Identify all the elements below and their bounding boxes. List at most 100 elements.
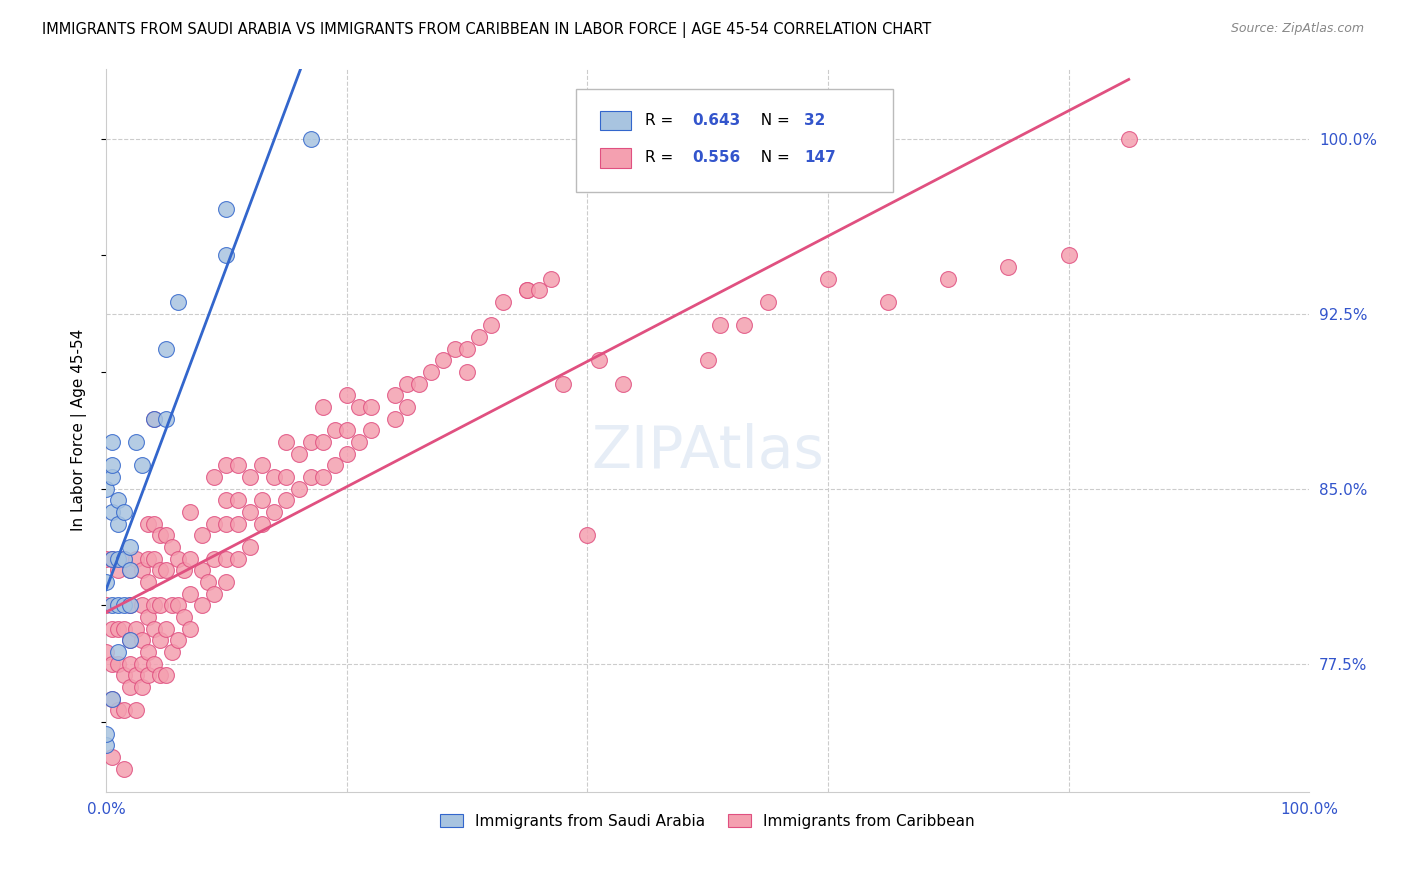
Point: [125, 551, 148, 566]
Point: [167, 551, 190, 566]
Point: [299, 470, 322, 484]
Point: [432, 353, 454, 368]
Point: [395, 376, 418, 391]
Point: [125, 434, 148, 449]
Point: [107, 599, 129, 613]
Point: [419, 365, 441, 379]
Point: [107, 657, 129, 671]
Point: [360, 423, 382, 437]
Point: [456, 365, 478, 379]
Point: [155, 622, 177, 636]
Point: [136, 645, 159, 659]
Point: [112, 762, 135, 776]
Text: 147: 147: [804, 151, 837, 165]
Point: [323, 423, 346, 437]
Point: [107, 551, 129, 566]
Point: [94, 599, 117, 613]
Point: [143, 551, 166, 566]
Point: [263, 505, 285, 519]
Point: [456, 342, 478, 356]
Point: [299, 434, 322, 449]
Text: 32: 32: [804, 113, 825, 128]
Point: [101, 551, 124, 566]
Point: [101, 458, 124, 473]
Point: [94, 482, 117, 496]
Point: [276, 470, 298, 484]
Text: 0.556: 0.556: [692, 151, 740, 165]
Point: [101, 691, 124, 706]
Point: [136, 668, 159, 682]
Point: [1057, 248, 1080, 262]
Point: [516, 283, 538, 297]
Point: [131, 563, 153, 577]
Point: [179, 622, 201, 636]
Point: [360, 400, 382, 414]
Point: [588, 353, 610, 368]
Point: [173, 563, 195, 577]
Point: [101, 505, 124, 519]
Point: [155, 528, 177, 542]
Point: [191, 528, 214, 542]
Point: [215, 574, 238, 589]
Point: [179, 505, 201, 519]
Point: [347, 434, 370, 449]
Y-axis label: In Labor Force | Age 45-54: In Labor Force | Age 45-54: [72, 329, 87, 532]
Point: [160, 540, 183, 554]
Point: [263, 470, 285, 484]
Point: [311, 470, 333, 484]
Point: [395, 400, 418, 414]
Point: [215, 458, 238, 473]
Point: [276, 493, 298, 508]
Point: [179, 586, 201, 600]
Point: [94, 551, 117, 566]
Point: [125, 622, 148, 636]
Point: [136, 610, 159, 624]
Point: [167, 294, 190, 309]
Point: [160, 645, 183, 659]
Point: [173, 610, 195, 624]
Point: [101, 750, 124, 764]
Point: [118, 599, 141, 613]
Point: [94, 574, 117, 589]
Text: R =: R =: [645, 113, 679, 128]
Point: [155, 668, 177, 682]
Point: [101, 622, 124, 636]
Point: [228, 458, 250, 473]
Point: [131, 633, 153, 648]
Point: [131, 657, 153, 671]
Point: [118, 563, 141, 577]
Point: [131, 680, 153, 694]
Text: N =: N =: [751, 113, 794, 128]
Point: [131, 458, 153, 473]
Point: [112, 599, 135, 613]
Point: [118, 563, 141, 577]
Point: [107, 645, 129, 659]
Point: [112, 668, 135, 682]
Point: [112, 703, 135, 717]
Point: [143, 657, 166, 671]
Point: [149, 668, 172, 682]
Point: [149, 633, 172, 648]
Point: [125, 703, 148, 717]
Point: [576, 528, 599, 542]
Point: [323, 458, 346, 473]
Point: [191, 563, 214, 577]
Point: [160, 599, 183, 613]
Point: [101, 470, 124, 484]
Point: [527, 283, 550, 297]
Text: ZIPAtlas: ZIPAtlas: [591, 424, 824, 481]
Point: [553, 376, 575, 391]
Point: [167, 633, 190, 648]
Point: [131, 599, 153, 613]
Point: [540, 271, 562, 285]
Point: [149, 599, 172, 613]
Point: [155, 342, 177, 356]
Point: [101, 599, 124, 613]
Point: [709, 318, 731, 333]
Point: [479, 318, 502, 333]
Point: [202, 470, 225, 484]
Point: [252, 493, 274, 508]
Point: [239, 470, 262, 484]
Point: [101, 691, 124, 706]
Point: [197, 574, 219, 589]
